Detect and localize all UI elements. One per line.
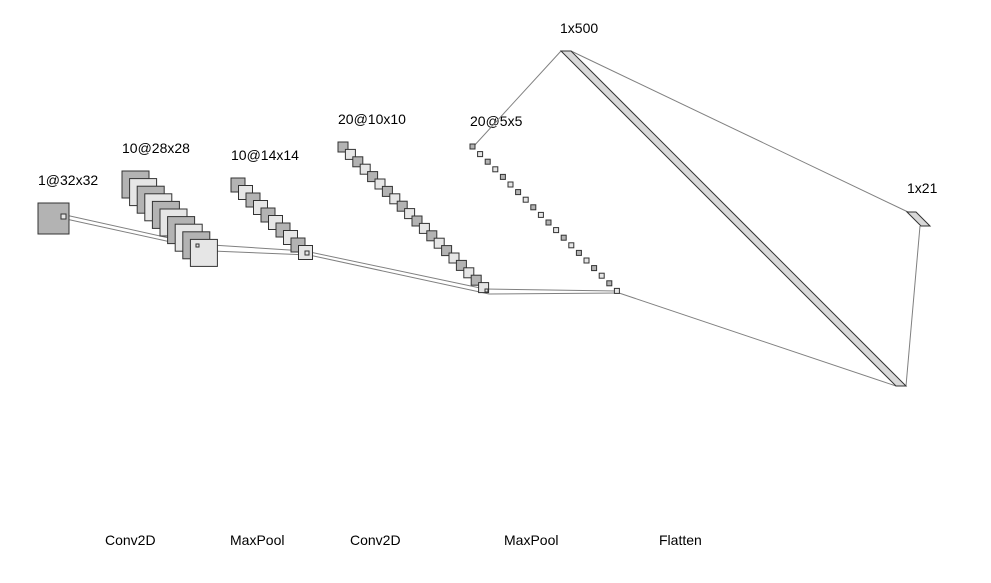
layer-label-flatten: 1x500: [560, 20, 598, 36]
pool2-feature-map-map: [575, 249, 582, 256]
pool2-feature-map-map: [469, 143, 476, 150]
connection-line: [472, 50, 562, 148]
conv2-feature-map-map: [470, 274, 482, 286]
operation-label-conv2d-1: Conv2D: [105, 532, 156, 548]
pool2-feature-map-map: [591, 265, 598, 272]
operation-label-conv2d-2: Conv2D: [350, 532, 401, 548]
pool2-feature-map-map: [583, 257, 590, 264]
connection-line: [905, 225, 921, 387]
pool2-feature-map-map: [568, 242, 575, 249]
pool2-feature-map-map: [537, 211, 544, 218]
layer-blocks: [37, 50, 932, 387]
conv2-feature-map-map: [433, 237, 445, 249]
pool2-feature-map-map: [515, 189, 522, 196]
conv2-feature-map-map: [367, 171, 379, 183]
layer-label-conv1: 10@28x28: [122, 140, 190, 156]
connection-line: [304, 250, 486, 290]
layer-label-output: 1x21: [907, 180, 938, 196]
connection-line: [488, 292, 620, 295]
kernel-window: [60, 213, 67, 220]
pool2-feature-map-map: [507, 181, 514, 188]
output-vector: [905, 211, 932, 227]
flatten-vector: [559, 50, 908, 387]
conv1-feature-map-map: [189, 238, 218, 267]
kernel-window: [195, 243, 200, 248]
conv2-feature-map-map: [478, 282, 490, 294]
pool2-feature-map-map: [477, 151, 484, 158]
conv2-feature-map-map: [389, 193, 401, 205]
connection-line: [618, 292, 897, 387]
conv2-feature-map-map: [344, 148, 356, 160]
pool2-feature-map-map: [530, 204, 537, 211]
pool2-feature-map-map: [499, 173, 506, 180]
connection-line: [484, 288, 617, 292]
operation-label-maxpool-2: MaxPool: [504, 532, 558, 548]
conv2-feature-map-map: [359, 163, 371, 175]
layer-label-input: 1@32x32: [38, 172, 98, 188]
pool2-feature-map-map: [492, 166, 499, 173]
conv2-feature-map-map: [426, 230, 438, 242]
connection-line: [570, 50, 909, 213]
conv2-feature-map-map: [418, 222, 430, 234]
conv2-feature-map-map: [396, 200, 408, 212]
pool2-feature-map-map: [613, 287, 620, 294]
conv2-feature-map-map: [404, 208, 416, 220]
conv2-feature-map-map: [337, 141, 349, 153]
pool2-feature-map-map: [553, 227, 560, 234]
kernel-window: [304, 250, 310, 256]
conv2-feature-map-map: [381, 185, 393, 197]
pool2-feature-map-map: [522, 196, 529, 203]
conv2-feature-map-map: [411, 215, 423, 227]
pool2-feature-map-map: [560, 234, 567, 241]
layer-label-conv2: 20@10x10: [338, 111, 406, 127]
connection-line: [308, 254, 490, 295]
pool2-feature-map-map: [606, 280, 613, 287]
conv2-feature-map-map: [448, 252, 460, 264]
connection-line: [211, 250, 310, 256]
conv2-feature-map-map: [455, 259, 467, 271]
operation-label-maxpool-1: MaxPool: [230, 532, 284, 548]
pool2-feature-map-map: [598, 272, 605, 279]
conv2-feature-map-map: [441, 245, 453, 257]
pool2-feature-map-map: [484, 158, 491, 165]
conv2-feature-map-map: [374, 178, 386, 190]
conv2-feature-map-map: [352, 156, 364, 168]
layer-label-pool1: 10@14x14: [231, 147, 299, 163]
connection-lines: [60, 50, 921, 387]
operation-label-flatten: Flatten: [659, 532, 702, 548]
pool2-feature-map-map: [545, 219, 552, 226]
conv2-feature-map-map: [463, 267, 475, 279]
kernel-window: [484, 288, 489, 293]
